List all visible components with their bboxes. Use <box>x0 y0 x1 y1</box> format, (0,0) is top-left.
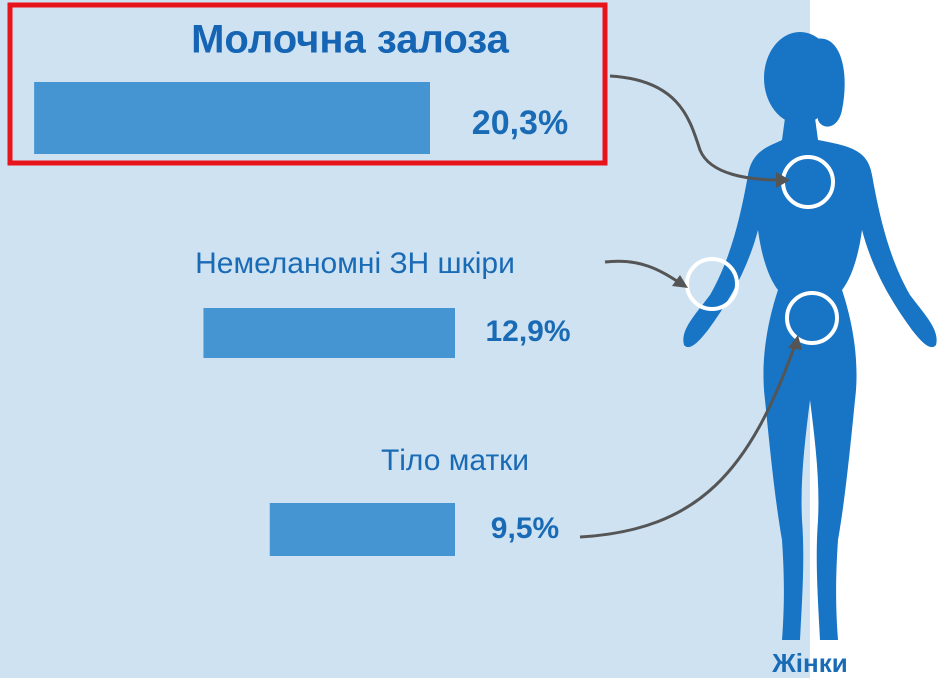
highlight-box <box>7 2 608 166</box>
value-label: 12,9% <box>485 315 570 348</box>
value-label: 20,3% <box>472 104 568 142</box>
value-label: 9,5% <box>491 512 559 545</box>
bar <box>269 503 455 556</box>
pointer-arrows <box>579 74 797 539</box>
category-label: Молочна залоза <box>191 18 510 62</box>
arrow-heads <box>672 172 802 350</box>
bar <box>203 308 455 358</box>
category-label: Немеланомні ЗН шкіри <box>195 247 515 280</box>
woman-silhouette <box>683 32 937 640</box>
group-label: Жінки <box>771 648 847 678</box>
category-label: Тіло матки <box>381 444 529 477</box>
organ-markers <box>685 155 839 345</box>
bar <box>34 82 431 154</box>
